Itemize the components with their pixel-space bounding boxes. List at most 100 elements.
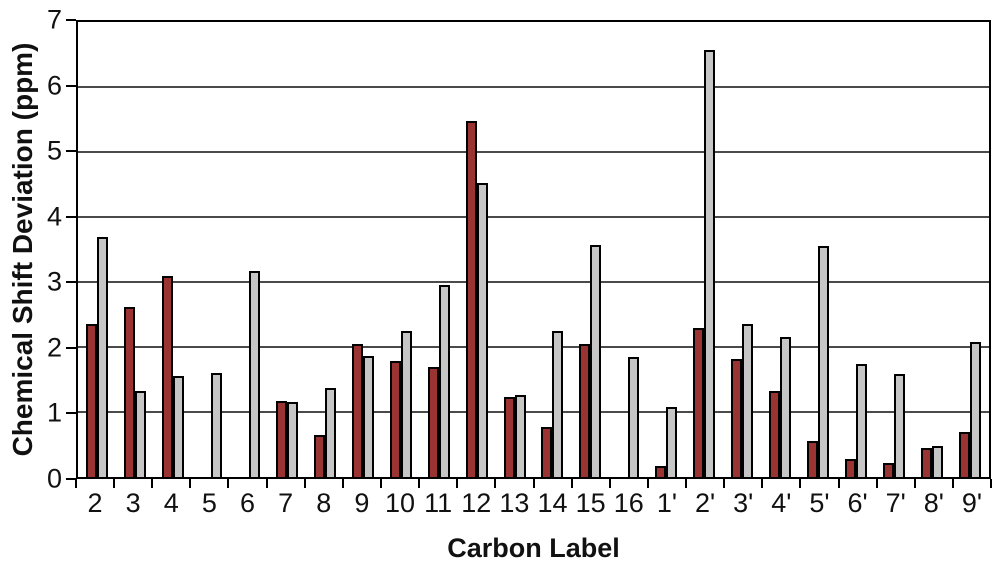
- category-group-8: [306, 22, 344, 477]
- bar-dark-red-3': [731, 358, 743, 477]
- x-axis-ticks: [75, 479, 992, 488]
- category-group-8': [913, 22, 951, 477]
- y-tick-mark-3: [66, 281, 76, 284]
- category-group-15: [571, 22, 609, 477]
- bar-light-gray-11: [438, 284, 450, 477]
- bar-dark-red-10: [389, 360, 401, 477]
- x-tick-mark: [151, 479, 154, 488]
- category-group-1': [647, 22, 685, 477]
- x-tick-label-8': 8': [923, 488, 944, 518]
- x-tick-mark: [646, 479, 649, 488]
- gridline-1: [78, 411, 989, 413]
- bar-light-gray-8: [324, 387, 336, 477]
- bar-dark-red-12: [465, 120, 477, 477]
- x-tick-mark: [303, 479, 306, 488]
- category-group-5: [192, 22, 230, 477]
- category-group-13: [496, 22, 534, 477]
- x-tick-label-9: 9: [354, 488, 370, 518]
- bar-light-gray-13: [514, 395, 526, 477]
- x-tick-label-6: 6: [240, 488, 256, 518]
- bar-light-gray-8': [932, 446, 944, 477]
- category-group-14: [534, 22, 572, 477]
- x-tick-mark: [532, 479, 535, 488]
- category-group-9: [344, 22, 382, 477]
- bar-dark-red-3: [123, 306, 135, 477]
- bar-dark-red-4': [769, 390, 781, 477]
- category-group-10: [382, 22, 420, 477]
- bar-light-gray-6: [248, 270, 260, 477]
- y-tick-mark-1: [66, 412, 76, 415]
- category-group-11: [420, 22, 458, 477]
- x-tick-label-7: 7: [278, 488, 294, 518]
- gridline-2: [78, 346, 989, 348]
- x-tick-mark: [456, 479, 459, 488]
- x-tick-mark: [913, 479, 916, 488]
- x-tick-label-7': 7': [885, 488, 906, 518]
- x-tick-label-3': 3': [733, 488, 754, 518]
- y-tick-label-7: 7: [46, 4, 62, 35]
- category-group-7: [268, 22, 306, 477]
- y-tick-mark-7: [66, 19, 76, 21]
- x-axis-tick-labels: 2 3 4 5 6 7 8 9 10 11 12 13 14 15 16 1' 2' 3' 4' 5' 6' 7' 8' 9': [76, 488, 991, 521]
- bar-light-gray-5': [818, 246, 830, 477]
- y-tick-label-6: 6: [46, 70, 62, 101]
- bar-dark-red-5': [807, 440, 819, 477]
- bar-light-gray-7': [894, 374, 906, 477]
- y-tick-label-3: 3: [46, 266, 62, 297]
- bar-light-gray-15: [590, 244, 602, 477]
- x-tick-mark: [341, 479, 344, 488]
- x-tick-mark: [990, 479, 992, 488]
- category-group-6: [230, 22, 268, 477]
- x-tick-label-15: 15: [575, 488, 606, 518]
- category-group-3': [723, 22, 761, 477]
- bar-light-gray-16: [628, 357, 640, 477]
- x-tick-mark: [189, 479, 192, 488]
- y-tick-label-2: 2: [46, 332, 62, 363]
- y-tick-mark-4: [66, 215, 76, 218]
- x-tick-mark: [875, 479, 878, 488]
- x-tick-label-2': 2': [694, 488, 716, 518]
- x-tick-label-4': 4': [771, 488, 792, 518]
- x-tick-label-13: 13: [499, 488, 530, 518]
- x-tick-label-5: 5: [201, 488, 217, 518]
- x-tick-mark: [227, 479, 230, 488]
- x-tick-label-8: 8: [316, 488, 332, 518]
- y-tick-label-0: 0: [46, 463, 62, 494]
- bar-light-gray-10: [400, 330, 412, 477]
- bar-dark-red-6': [845, 459, 857, 477]
- y-tick-mark-2: [66, 346, 76, 349]
- x-tick-mark: [761, 479, 764, 488]
- y-tick-label-1: 1: [46, 397, 62, 428]
- x-tick-mark: [570, 479, 573, 488]
- bar-light-gray-14: [552, 330, 564, 477]
- x-tick-label-5': 5': [809, 488, 830, 518]
- x-tick-mark: [951, 479, 954, 488]
- category-group-2': [685, 22, 723, 477]
- bar-light-gray-3': [742, 323, 754, 477]
- bar-dark-red-2': [693, 327, 705, 477]
- x-tick-mark: [75, 479, 77, 488]
- category-group-6': [837, 22, 875, 477]
- gridline-4: [78, 216, 989, 218]
- x-tick-mark: [379, 479, 382, 488]
- bar-dark-red-11: [427, 366, 439, 477]
- plot-area: [76, 20, 991, 479]
- category-group-9': [951, 22, 989, 477]
- x-axis-title: Carbon Label: [447, 533, 620, 563]
- bar-light-gray-1': [666, 406, 678, 477]
- x-tick-label-9': 9': [961, 488, 983, 518]
- gridline-5: [78, 151, 989, 153]
- bar-dark-red-4: [161, 275, 173, 477]
- x-tick-label-2: 2: [87, 488, 103, 518]
- x-tick-mark: [265, 479, 268, 488]
- bar-light-gray-3: [134, 390, 146, 477]
- bar-light-gray-4': [780, 336, 792, 477]
- y-tick-mark-5: [66, 150, 76, 153]
- bar-dark-red-15: [579, 343, 591, 477]
- category-group-7': [875, 22, 913, 477]
- category-group-4': [761, 22, 799, 477]
- y-tick-mark-6: [66, 84, 76, 87]
- bar-dark-red-8': [921, 448, 933, 477]
- x-tick-mark: [113, 479, 116, 488]
- bar-dark-red-9': [959, 431, 970, 477]
